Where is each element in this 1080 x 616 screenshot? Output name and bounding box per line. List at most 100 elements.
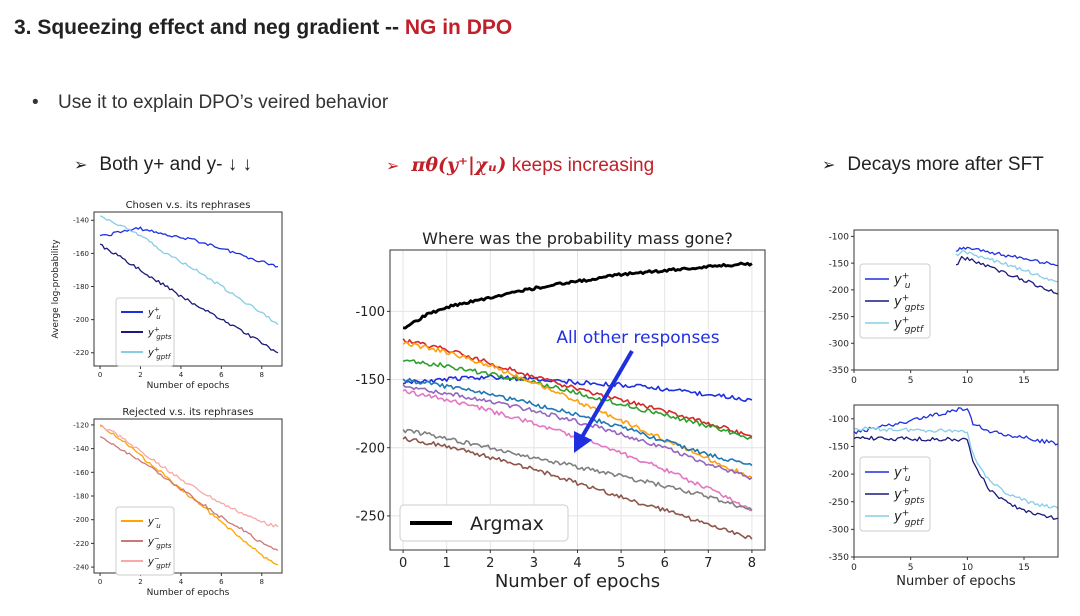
y-tick-label: -250 (355, 509, 385, 524)
y-tick-label: -200 (73, 316, 89, 324)
x-tick-label: 4 (179, 371, 184, 379)
y-tick-label: -200 (829, 470, 850, 480)
legend-box (115, 506, 175, 576)
series-line-ygpts (853, 435, 1059, 520)
series-line-ygptf (99, 424, 279, 528)
plot-frame (93, 211, 283, 367)
header-middle-math: πθ(y⁺|χᵤ) (411, 154, 507, 176)
arrowhead-icon: ➢ (822, 157, 836, 174)
x-tick-label: 7 (704, 556, 712, 571)
y-tick-label: -350 (829, 366, 850, 376)
x-tick-label: 2 (138, 371, 142, 379)
series-line-ygpts (99, 436, 279, 552)
arrowhead-icon: ➢ (74, 157, 88, 174)
chart-right-bottom: 0 5 10 15 -100 -150 -200 -250 -300 -350 Number of … (829, 404, 1059, 589)
x-tick-label: 6 (219, 371, 224, 379)
chart-title: Where was the probability mass gone? (422, 229, 733, 248)
x-tick-label: 6 (219, 578, 224, 586)
plot-frame (853, 404, 1059, 558)
x-tick-label: 10 (962, 563, 974, 573)
title-highlight: NG in DPO (404, 16, 513, 39)
y-tick-label: -140 (73, 217, 89, 225)
x-tick-label: 0 (851, 563, 857, 573)
series-line-yu (955, 246, 1059, 267)
x-tick-label: 4 (573, 556, 581, 571)
y-tick-label: -300 (829, 339, 850, 349)
x-tick-label: 4 (179, 578, 184, 586)
y-tick-label: -220 (73, 540, 89, 548)
y-tick-label: -250 (829, 313, 850, 323)
bullet-text: Use it to explain DPO’s veired behavior (58, 92, 389, 113)
x-tick-label: 8 (260, 578, 264, 586)
slide-title: 3. Squeezing effect and neg gradient -- … (14, 16, 512, 40)
chart-title: Rejected v.s. its rephrases (122, 407, 253, 418)
x-tick-label: 15 (1018, 376, 1029, 386)
x-tick-label: 8 (748, 556, 756, 571)
header-right: ➢ Decays more after SFT (822, 154, 1044, 176)
x-tick-label: 6 (661, 556, 669, 571)
series-line-ygpts (955, 255, 1059, 295)
series-line-blue (402, 374, 753, 402)
y-tick-label: -100 (355, 305, 385, 320)
legend-label: y+ u (893, 271, 911, 291)
x-tick-label: 15 (1018, 563, 1029, 573)
x-tick-label: 0 (98, 371, 102, 379)
chart-title: Chosen v.s. its rephrases (126, 200, 251, 211)
series-line-red (402, 338, 753, 438)
x-tick-label: 5 (617, 556, 625, 571)
y-tick-label: -200 (73, 516, 89, 524)
chart-chosen: Chosen v.s. its rephrases 0 2 4 6 8 -140 -160 -1… (51, 200, 283, 391)
legend-label: Argmax (470, 513, 544, 535)
legend-box (115, 297, 175, 367)
y-tick-label: -160 (73, 469, 89, 477)
legend-label: y− u (147, 515, 161, 531)
x-tick-label: 5 (908, 563, 914, 573)
series-line-ygptf (99, 215, 279, 326)
header-left-text: Both y+ and y- ↓ ↓ (99, 154, 253, 175)
x-axis-label: Number of epochs (495, 571, 660, 592)
series-line-steelblue (402, 377, 753, 467)
y-tick-label: -220 (73, 349, 89, 357)
header-left: ➢ Both y+ and y- ↓ ↓ (74, 154, 252, 176)
x-tick-label: 3 (530, 556, 538, 571)
y-tick-label: -300 (829, 526, 850, 536)
plot-frame (853, 229, 1059, 371)
bullet-line: • Use it to explain DPO’s veired behavior (32, 92, 388, 114)
x-tick-label: 8 (260, 371, 264, 379)
series-line-brown (402, 436, 753, 540)
y-tick-label: -350 (829, 553, 850, 563)
y-tick-label: -120 (73, 421, 89, 429)
y-tick-label: -150 (829, 443, 850, 453)
series-line-yu (99, 425, 279, 566)
y-tick-label: -180 (73, 492, 89, 500)
x-tick-label: 2 (486, 556, 494, 571)
y-tick-label: -150 (829, 259, 850, 269)
title-main: 3. Squeezing effect and neg gradient -- (14, 16, 405, 39)
header-middle: ➢ πθ(y⁺|χᵤ) keeps increasing (386, 154, 654, 177)
x-tick-label: 0 (399, 556, 407, 571)
y-tick-label: -140 (73, 445, 89, 453)
chart-rejected: Rejected v.s. its rephrases 0 2 4 6 8 -120 -140… (73, 407, 283, 598)
bullet-dot-icon: • (32, 92, 39, 113)
y-tick-label: -200 (829, 286, 850, 296)
series-line-ygptf (853, 426, 1059, 509)
series-line-gray (402, 428, 753, 512)
legend-label: y+ u (147, 306, 161, 322)
header-right-text: Decays more after SFT (847, 154, 1044, 175)
series-line-yu (853, 407, 1059, 446)
y-tick-label: -250 (829, 498, 850, 508)
annotation-arrowhead (574, 431, 592, 453)
legend-box (399, 504, 569, 542)
legend-box (859, 456, 931, 532)
y-tick-label: -150 (355, 373, 385, 388)
series-line-purple (402, 384, 753, 480)
y-axis-label: Averge log-probability (51, 239, 61, 339)
chart-mass: Where was the probability mass gone? 0 1 2 3… (355, 229, 766, 592)
x-tick-label: 0 (851, 376, 857, 386)
x-tick-label: 2 (138, 578, 142, 586)
y-tick-label: -240 (73, 564, 89, 572)
x-tick-label: 0 (98, 578, 102, 586)
series-line-green (402, 359, 753, 440)
series-line-Argmax (402, 261, 753, 330)
